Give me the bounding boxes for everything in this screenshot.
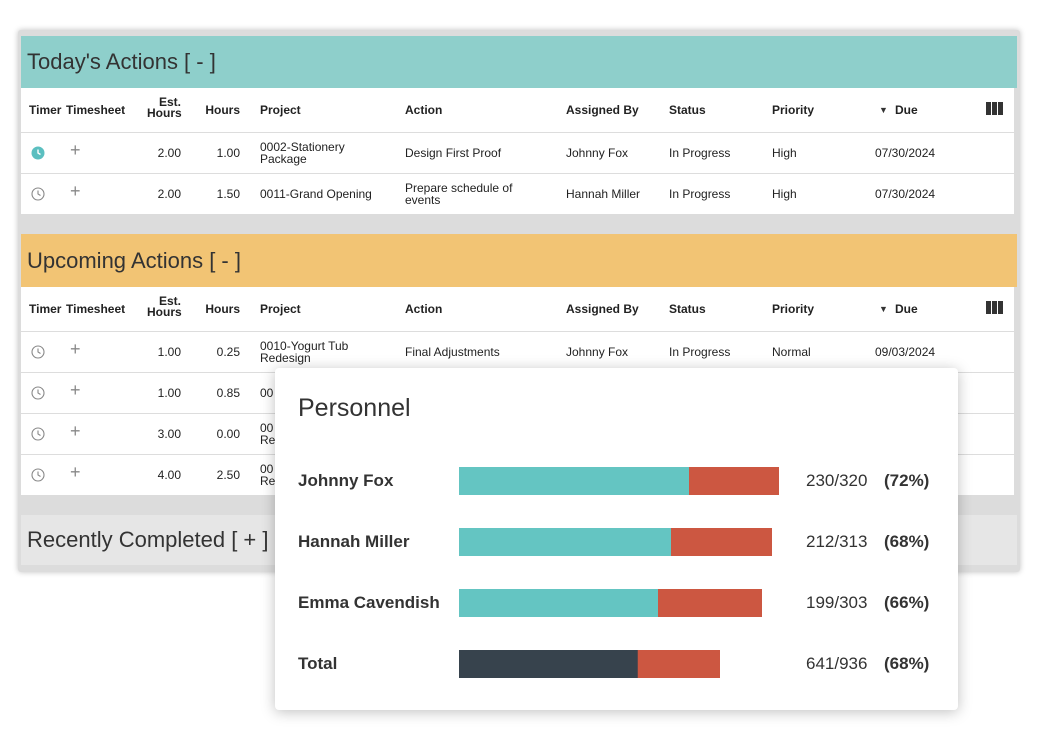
timesheet-button[interactable]: + bbox=[70, 380, 81, 400]
column-header: Hours bbox=[205, 103, 240, 117]
sort-icon: ▼ bbox=[879, 105, 888, 115]
est-hours: 1.00 bbox=[157, 345, 181, 359]
column-header: Priority bbox=[772, 103, 815, 117]
used-bar bbox=[459, 650, 638, 678]
used-bar bbox=[459, 467, 689, 495]
personnel-card: Personnel Johnny Fox 230/320 (72%) Hannah M… bbox=[275, 368, 958, 710]
column-header: Timesheet bbox=[66, 103, 126, 117]
due: 07/30/2024 bbox=[875, 187, 936, 201]
timer-button[interactable] bbox=[31, 345, 45, 361]
used-bar bbox=[459, 589, 658, 617]
column-header: Status bbox=[669, 103, 706, 117]
column-header: Project bbox=[260, 302, 301, 316]
column-header: Assigned By bbox=[566, 302, 639, 316]
column-header: Due bbox=[895, 302, 918, 316]
column-header: Timesheet bbox=[66, 302, 126, 316]
status: In Progress bbox=[669, 146, 731, 160]
column-header: Est. Hours bbox=[147, 95, 182, 120]
action: Final Adjustments bbox=[405, 345, 500, 359]
est-hours: 3.00 bbox=[157, 427, 181, 441]
est-hours: 2.00 bbox=[157, 146, 181, 160]
hours: 0.00 bbox=[216, 427, 240, 441]
column-header: Assigned By bbox=[566, 103, 639, 117]
timer-button[interactable] bbox=[31, 146, 45, 162]
timer-button[interactable] bbox=[31, 427, 45, 443]
ratio-label: 230/320 bbox=[806, 471, 868, 490]
timesheet-button[interactable]: + bbox=[70, 181, 81, 201]
column-header: Action bbox=[405, 103, 443, 117]
timer-button[interactable] bbox=[31, 468, 45, 484]
column-header: Project bbox=[260, 103, 301, 117]
column-header: Timer bbox=[29, 302, 62, 316]
assigned-by: Johnny Fox bbox=[566, 146, 629, 160]
person-name: Johnny Fox bbox=[298, 471, 394, 490]
status: In Progress bbox=[669, 187, 731, 201]
project: 00 Re bbox=[260, 421, 276, 447]
table-row: +2.00 1.50 0011-Grand Opening Prepare sched… bbox=[21, 173, 1014, 215]
column-header: Status bbox=[669, 302, 706, 316]
due: 07/30/2024 bbox=[875, 146, 936, 160]
project: 00 bbox=[260, 386, 274, 400]
hours: 1.50 bbox=[216, 187, 240, 201]
project: 0011-Grand Opening bbox=[260, 187, 372, 201]
person-name: Emma Cavendish bbox=[298, 593, 440, 612]
column-header: Action bbox=[405, 302, 443, 316]
ratio-label: 641/936 bbox=[806, 654, 868, 673]
ratio-label: 199/303 bbox=[806, 593, 868, 612]
assigned-by: Johnny Fox bbox=[566, 345, 629, 359]
actions-panel: Today's Actions [ - ] Timer Timesheet Est.… bbox=[18, 30, 1020, 572]
bar-chart bbox=[459, 467, 779, 678]
column-header: Priority bbox=[772, 302, 815, 316]
action: Design First Proof bbox=[405, 146, 502, 160]
percent-label: (68%) bbox=[884, 654, 930, 673]
percent-label: (72%) bbox=[884, 471, 930, 490]
section-title[interactable]: Upcoming Actions [ - ] bbox=[21, 234, 1017, 287]
columns-button[interactable] bbox=[986, 102, 1003, 117]
table-row: +2.00 1.00 0002-Stationery Package Design F… bbox=[21, 132, 1014, 174]
columns-button[interactable] bbox=[986, 301, 1003, 316]
status: In Progress bbox=[669, 345, 731, 359]
today-table: Timer Timesheet Est. Hours Hours Project Acti… bbox=[21, 88, 1014, 214]
timesheet-button[interactable]: + bbox=[70, 140, 81, 160]
column-header: Timer bbox=[29, 103, 62, 117]
column-header: Hours bbox=[205, 302, 240, 316]
hours: 1.00 bbox=[216, 146, 240, 160]
hours: 0.25 bbox=[216, 345, 240, 359]
project: 0002-Stationery Package bbox=[260, 140, 345, 166]
person-name: Hannah Miller bbox=[298, 532, 410, 551]
est-hours: 2.00 bbox=[157, 187, 181, 201]
assigned-by: Hannah Miller bbox=[566, 187, 641, 201]
timesheet-button[interactable]: + bbox=[70, 339, 81, 359]
est-hours: 1.00 bbox=[157, 386, 181, 400]
table-row: +1.00 0.25 0010-Yogurt Tub Redesign Final A… bbox=[21, 331, 1014, 373]
percent-label: (68%) bbox=[884, 532, 930, 551]
timer-button[interactable] bbox=[31, 386, 45, 402]
person-name: Total bbox=[298, 654, 338, 673]
card-title: Personnel bbox=[298, 394, 411, 422]
column-header: Est. Hours bbox=[147, 294, 182, 319]
column-header: Due bbox=[895, 103, 918, 117]
percent-label: (66%) bbox=[884, 593, 930, 612]
priority: Normal bbox=[772, 345, 811, 359]
action: Prepare schedule of events bbox=[405, 181, 513, 207]
est-hours: 4.00 bbox=[157, 468, 181, 482]
project: 00 Re bbox=[260, 462, 276, 488]
priority: High bbox=[772, 187, 797, 201]
priority: High bbox=[772, 146, 797, 160]
hours: 2.50 bbox=[216, 468, 240, 482]
ratio-label: 212/313 bbox=[806, 532, 868, 551]
timesheet-button[interactable]: + bbox=[70, 462, 81, 482]
hours: 0.85 bbox=[216, 386, 240, 400]
sort-icon: ▼ bbox=[879, 304, 888, 314]
timer-button[interactable] bbox=[31, 187, 45, 203]
timesheet-button[interactable]: + bbox=[70, 421, 81, 441]
section-title[interactable]: Today's Actions [ - ] bbox=[21, 36, 1017, 88]
used-bar bbox=[459, 528, 671, 556]
project: 0010-Yogurt Tub Redesign bbox=[260, 339, 349, 365]
due: 09/03/2024 bbox=[875, 345, 936, 359]
